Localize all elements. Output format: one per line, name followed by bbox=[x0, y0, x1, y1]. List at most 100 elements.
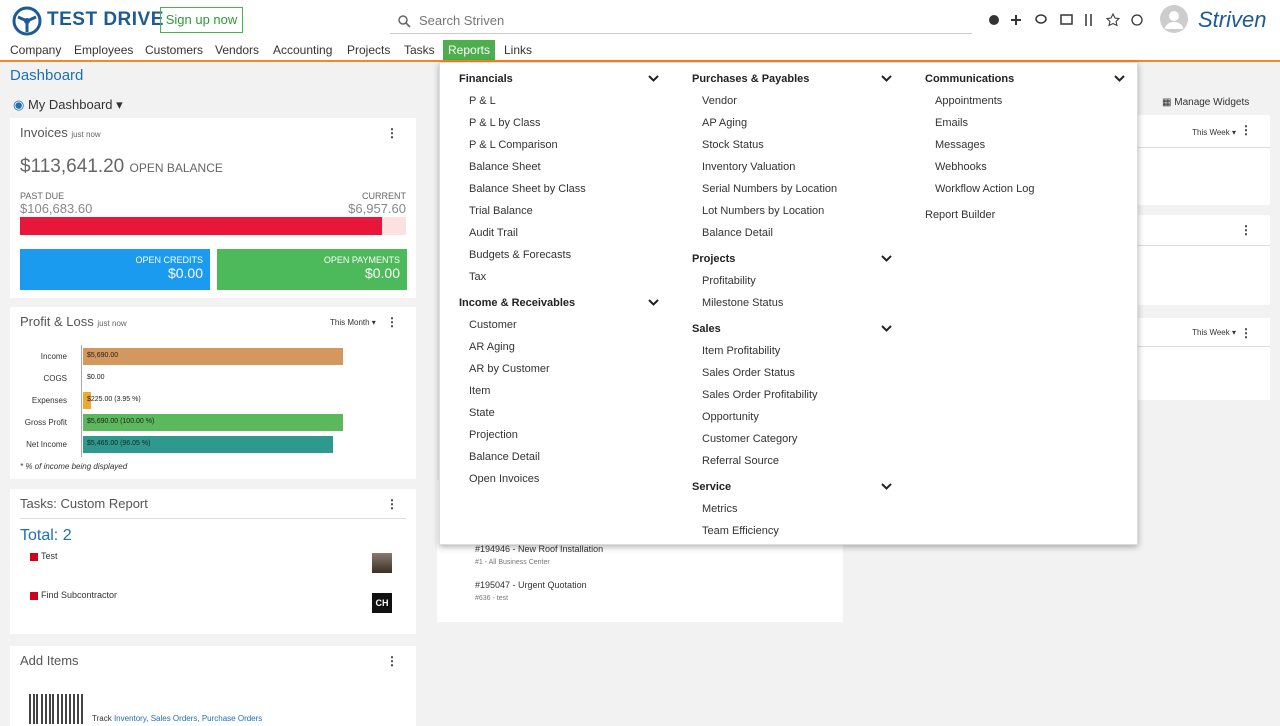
menu-item[interactable]: Referral Source bbox=[702, 455, 780, 467]
menu-item[interactable]: Opportunity bbox=[702, 411, 759, 423]
period-text: This Week bbox=[1192, 128, 1230, 137]
track-links[interactable]: Inventory, Sales Orders, Purchase Orders bbox=[113, 714, 263, 723]
current-label: CURRENT bbox=[362, 191, 406, 201]
nav-item[interactable]: Projects bbox=[347, 43, 391, 57]
credits-value: $0.00 bbox=[167, 265, 203, 281]
chevron[interactable] bbox=[881, 75, 892, 83]
menu-item[interactable]: Workflow Action Log bbox=[935, 183, 1035, 195]
nav-item[interactable]: Tasks bbox=[404, 43, 435, 57]
menu-item[interactable]: Messages bbox=[935, 139, 986, 151]
widget-menu[interactable]: ⋮ bbox=[386, 497, 398, 511]
menu-item[interactable]: Item bbox=[469, 385, 491, 397]
menu-item[interactable]: Webhooks bbox=[935, 161, 987, 173]
pl-value: $5,465.00 (96.05 %) bbox=[87, 440, 151, 447]
task-name[interactable]: Test bbox=[41, 551, 58, 561]
list-title[interactable]: #195047 - Urgent Quotation bbox=[475, 580, 587, 590]
menu-item[interactable]: Budgets & Forecasts bbox=[469, 249, 572, 261]
period-select[interactable]: This Month ▾ bbox=[330, 318, 376, 327]
nav-item[interactable]: Accounting bbox=[273, 43, 333, 57]
section-header[interactable]: Communications bbox=[925, 68, 1125, 90]
signup-button[interactable]: Sign up now bbox=[160, 7, 243, 33]
menu-item[interactable]: Appointments bbox=[935, 95, 1003, 107]
task-avatar: CH bbox=[372, 593, 392, 613]
period-select[interactable]: This Week ▾ bbox=[1192, 328, 1236, 337]
credits-label: OPEN CREDITS bbox=[135, 255, 203, 265]
chevron[interactable] bbox=[881, 255, 892, 263]
chevron[interactable] bbox=[648, 75, 659, 83]
chevron[interactable] bbox=[881, 325, 892, 333]
payments-box[interactable]: OPEN PAYMENTS $0.00 bbox=[217, 249, 407, 290]
list-title[interactable]: #194946 - New Roof Installation bbox=[475, 544, 604, 554]
widget-menu[interactable]: ⋮ bbox=[386, 126, 398, 140]
pl-bar bbox=[83, 392, 91, 409]
menu-item[interactable]: P & L by Class bbox=[469, 117, 541, 129]
menu-item[interactable]: Serial Numbers by Location bbox=[702, 183, 838, 195]
period-select[interactable]: This Week ▾ bbox=[1192, 128, 1236, 137]
search-box[interactable]: Search Striven bbox=[390, 10, 972, 34]
section-title: Financials bbox=[459, 73, 513, 85]
widget-menu[interactable]: ⋮ bbox=[1240, 123, 1252, 137]
menu-item[interactable]: Inventory Valuation bbox=[702, 161, 796, 173]
menu-item[interactable]: Balance Detail bbox=[702, 227, 773, 239]
manage-widgets[interactable]: ▦ Manage Widgets bbox=[1162, 97, 1250, 108]
menu-item[interactable]: Milestone Status bbox=[702, 297, 784, 309]
menu-item[interactable]: Sales Order Profitability bbox=[702, 389, 818, 401]
widget-menu[interactable]: ⋮ bbox=[386, 654, 398, 668]
nav-item[interactable]: Employees bbox=[74, 43, 134, 57]
credits-box[interactable]: OPEN CREDITS $0.00 bbox=[20, 249, 210, 290]
menu-item[interactable]: Balance Detail bbox=[469, 451, 540, 463]
menu-item[interactable]: Trial Balance bbox=[469, 205, 533, 217]
top-bar: TEST DRIVE Sign up now Search Striven St… bbox=[0, 0, 1280, 40]
section-title: Service bbox=[692, 481, 732, 493]
menu-item[interactable]: Item Profitability bbox=[702, 345, 781, 357]
widget-menu[interactable]: ⋮ bbox=[1240, 326, 1252, 340]
menu-item[interactable]: Tax bbox=[469, 271, 487, 283]
menu-item[interactable]: Stock Status bbox=[702, 139, 764, 151]
menu-item[interactable]: Balance Sheet by Class bbox=[469, 183, 586, 195]
nav-item[interactable]: Company bbox=[10, 43, 62, 57]
menu-item[interactable]: Audit Trail bbox=[469, 227, 518, 239]
section-header[interactable]: Income & Receivables bbox=[459, 292, 659, 314]
section-header[interactable]: Financials bbox=[459, 68, 659, 90]
menu-item[interactable]: Lot Numbers by Location bbox=[702, 205, 825, 217]
pl-label: Income bbox=[40, 352, 67, 361]
menu-item[interactable]: Vendor bbox=[702, 95, 737, 107]
menu-item[interactable]: Sales Order Status bbox=[702, 367, 795, 379]
menu-item[interactable]: Open Invoices bbox=[469, 473, 540, 485]
menu-item[interactable]: Customer Category bbox=[702, 433, 798, 445]
toolbar-icons[interactable] bbox=[986, 12, 1146, 28]
section-header[interactable]: Purchases & Payables bbox=[692, 68, 892, 90]
menu-item[interactable]: AP Aging bbox=[702, 117, 748, 129]
menu-link[interactable]: Report Builder bbox=[925, 209, 996, 221]
menu-item[interactable]: Emails bbox=[935, 117, 969, 129]
menu-item[interactable]: State bbox=[469, 407, 495, 419]
menu-item[interactable]: Customer bbox=[469, 319, 517, 331]
menu-item[interactable]: P & L Comparison bbox=[469, 139, 558, 151]
task-name[interactable]: Find Subcontractor bbox=[41, 590, 118, 600]
widget-menu[interactable]: ⋮ bbox=[1240, 223, 1252, 237]
nav-item[interactable]: Customers bbox=[145, 43, 204, 57]
chevron[interactable] bbox=[881, 483, 892, 491]
dashboard-selector[interactable]: ◉ My Dashboard ▾ bbox=[13, 97, 123, 112]
section-title: Sales bbox=[692, 323, 721, 335]
title-text: Invoices bbox=[20, 125, 68, 140]
chevron[interactable] bbox=[648, 299, 659, 307]
section-header[interactable]: Sales bbox=[692, 318, 892, 340]
nav-item[interactable]: Links bbox=[504, 43, 533, 57]
section-header[interactable]: Projects bbox=[692, 248, 892, 270]
user-avatar[interactable] bbox=[1160, 5, 1188, 33]
menu-item[interactable]: Metrics bbox=[702, 503, 738, 515]
menu-item[interactable]: AR Aging bbox=[469, 341, 515, 353]
nav-item[interactable]: Reports bbox=[443, 40, 496, 60]
menu-item[interactable]: Balance Sheet bbox=[469, 161, 541, 173]
menu-item[interactable]: P & L bbox=[469, 95, 496, 107]
section-header[interactable]: Service bbox=[692, 476, 892, 498]
menu-item[interactable]: Profitability bbox=[702, 275, 756, 287]
widget-title: Tasks: Custom Report bbox=[20, 496, 148, 511]
menu-item[interactable]: Projection bbox=[469, 429, 518, 441]
widget-menu[interactable]: ⋮ bbox=[386, 315, 398, 329]
menu-item[interactable]: AR by Customer bbox=[469, 363, 550, 375]
menu-item[interactable]: Team Efficiency bbox=[702, 525, 779, 537]
nav-item[interactable]: Vendors bbox=[215, 43, 260, 57]
chevron[interactable] bbox=[1114, 75, 1125, 83]
